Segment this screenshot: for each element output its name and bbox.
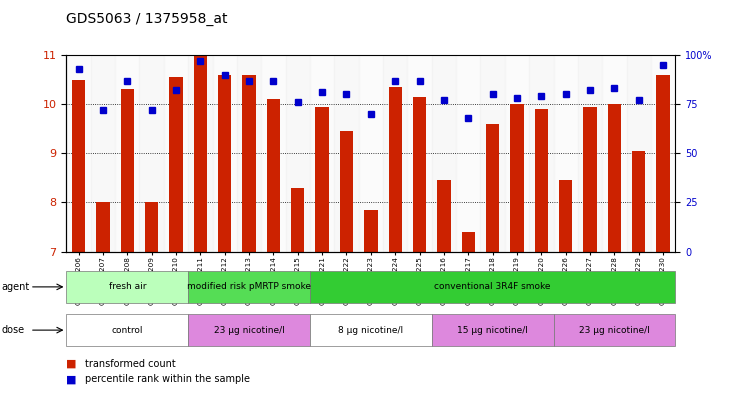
Bar (602, 55, 627, 252)
Text: 23 μg nicotine/l: 23 μg nicotine/l (579, 326, 649, 334)
Bar (578, 55, 602, 252)
Text: conventional 3R4F smoke: conventional 3R4F smoke (435, 283, 551, 291)
Bar (388, 87, 402, 252)
Bar (627, 55, 651, 252)
Bar (534, 109, 548, 252)
Bar (315, 107, 329, 252)
Text: dose: dose (1, 325, 24, 335)
Bar (583, 107, 597, 252)
Bar (242, 75, 256, 252)
Bar (651, 55, 675, 252)
Bar (383, 55, 407, 252)
Text: transformed count: transformed count (85, 358, 176, 369)
Bar (407, 55, 432, 252)
Bar (66, 271, 188, 303)
Text: fresh air: fresh air (108, 283, 146, 291)
Bar (656, 75, 670, 252)
Bar (169, 77, 183, 252)
Bar (96, 202, 110, 252)
Bar (310, 271, 675, 303)
Bar (66, 55, 91, 252)
Bar (237, 55, 261, 252)
Bar (510, 104, 524, 252)
Text: control: control (111, 326, 143, 334)
Bar (456, 55, 480, 252)
Bar (432, 55, 456, 252)
Bar (461, 232, 475, 252)
Bar (66, 314, 188, 346)
Bar (261, 55, 286, 252)
Bar (339, 131, 354, 252)
Bar (164, 55, 188, 252)
Bar (432, 314, 554, 346)
Text: ■: ■ (66, 358, 77, 369)
Bar (193, 55, 207, 252)
Bar (529, 55, 554, 252)
Bar (286, 55, 310, 252)
Bar (188, 55, 213, 252)
Bar (359, 55, 383, 252)
Text: agent: agent (1, 282, 30, 292)
Bar (115, 55, 139, 252)
Bar (139, 55, 164, 252)
Text: modified risk pMRTP smoke: modified risk pMRTP smoke (187, 283, 311, 291)
Bar (505, 55, 529, 252)
Bar (554, 55, 578, 252)
Text: 8 μg nicotine/l: 8 μg nicotine/l (338, 326, 404, 334)
Bar (559, 180, 573, 252)
Bar (188, 314, 310, 346)
Bar (91, 55, 115, 252)
Bar (632, 151, 646, 252)
Text: 23 μg nicotine/l: 23 μg nicotine/l (214, 326, 284, 334)
Bar (213, 55, 237, 252)
Bar (310, 55, 334, 252)
Bar (218, 75, 232, 252)
Bar (554, 314, 675, 346)
Text: 15 μg nicotine/l: 15 μg nicotine/l (457, 326, 528, 334)
Bar (188, 271, 310, 303)
Bar (334, 55, 359, 252)
Bar (364, 210, 378, 252)
Bar (120, 89, 134, 252)
Bar (291, 187, 305, 252)
Bar (413, 97, 427, 252)
Bar (437, 180, 451, 252)
Text: percentile rank within the sample: percentile rank within the sample (85, 374, 250, 384)
Bar (72, 79, 86, 252)
Bar (310, 314, 432, 346)
Text: GDS5063 / 1375958_at: GDS5063 / 1375958_at (66, 12, 228, 26)
Bar (486, 124, 500, 252)
Bar (607, 104, 621, 252)
Bar (480, 55, 505, 252)
Bar (145, 202, 159, 252)
Bar (266, 99, 280, 252)
Text: ■: ■ (66, 374, 77, 384)
